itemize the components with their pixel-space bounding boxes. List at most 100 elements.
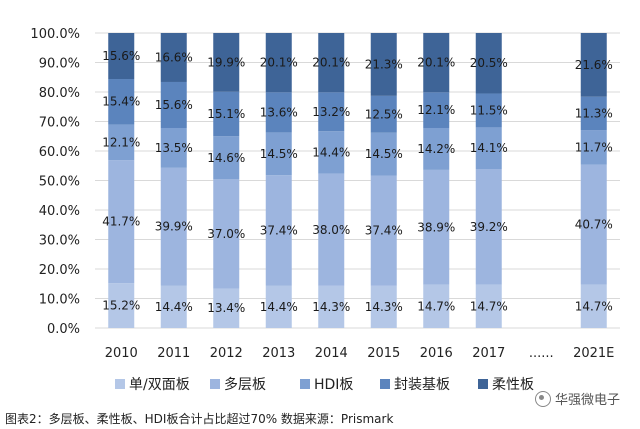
data-label: 40.7% [575,218,613,232]
data-label: 15.6% [155,98,193,112]
data-label: 15.1% [207,107,245,121]
data-label: 13.4% [207,301,245,315]
bar-segment [108,160,135,284]
data-label: 37.4% [365,224,403,238]
bar-segment [318,285,345,328]
data-label: 13.5% [155,141,193,155]
bar-segment [423,92,450,128]
data-label: 14.7% [470,299,508,313]
x-tick-label: 2012 [210,346,243,361]
data-label: 14.3% [365,300,403,314]
bar-segment [318,173,345,286]
data-label: 14.7% [417,299,455,313]
wechat-icon [534,390,551,407]
figure-caption: 图表2：多层板、柔性板、HDI板合计占比超过70% 数据来源：Prismark [5,412,394,426]
bar-segment [475,127,502,169]
data-label: 39.2% [470,220,508,234]
y-tick-label: 0.0% [47,322,80,337]
bar-segment [580,130,607,165]
bar-segment [213,288,240,328]
legend-label: 柔性板 [492,377,534,393]
bar-segment [108,33,135,80]
bar-segment [370,285,397,328]
data-label: 11.3% [575,106,613,120]
x-tick-label: 2013 [262,346,295,361]
data-label: 19.9% [207,55,245,69]
bar-segment [265,175,292,286]
legend-swatch [380,379,390,389]
data-label: 12.5% [365,107,403,121]
bar-segment [160,81,187,128]
data-label: 16.6% [155,50,193,64]
data-label: 37.0% [207,227,245,241]
data-label: 15.4% [102,95,140,109]
x-tick-label: 2017 [472,346,505,361]
data-label: 21.6% [575,58,613,72]
bar-segment [370,175,397,286]
bar-segment [160,167,187,286]
bar-segment [213,136,240,180]
data-label: 11.5% [470,103,508,117]
y-tick-label: 80.0% [39,86,80,101]
bar-segment [370,132,397,176]
data-label: 14.7% [575,299,613,313]
bar-segment [423,284,450,328]
data-label: 14.4% [155,300,193,314]
y-tick-label: 50.0% [39,175,80,190]
data-label: 20.5% [470,56,508,70]
bar-segment [580,164,607,285]
watermark-text: 华强微电子 [554,393,620,408]
x-tick-label: 2010 [105,346,138,361]
bar-segment [580,96,607,131]
data-label: 20.1% [312,56,350,70]
data-label: 14.4% [312,145,350,159]
legend-label: 单/双面板 [129,377,190,393]
data-label: 14.6% [207,151,245,165]
data-label: 13.6% [260,105,298,119]
x-tick-label: 2015 [367,346,400,361]
bar-segment [318,92,345,132]
bar-segment [423,169,450,285]
bar-segment [265,92,292,133]
bar-segment [580,33,607,97]
x-tick-label: 2021E [573,346,614,361]
watermark: 华强微电子 [534,389,620,408]
data-label: 37.4% [260,223,298,237]
bar-segment [423,33,450,93]
bar-segment [318,131,345,174]
legend-swatch [115,379,125,389]
data-label: 13.2% [312,105,350,119]
bar-segment [318,33,345,93]
x-tick-label: 2014 [315,346,348,361]
y-tick-label: 100.0% [30,27,80,42]
bar-segment [580,284,607,328]
bar-segment [160,127,187,168]
bar-segment [160,285,187,328]
legend-swatch [210,379,220,389]
data-label: 14.5% [365,147,403,161]
legend-label: 多层板 [224,376,266,393]
legend-swatch [478,379,488,389]
data-label: 14.3% [312,300,350,314]
data-label: 38.9% [417,220,455,234]
y-tick-label: 60.0% [39,145,80,160]
data-label: 39.9% [155,220,193,234]
data-label: 11.7% [575,140,613,154]
bar-segment [370,95,397,133]
bar-segment [213,91,240,137]
y-tick-label: 90.0% [39,57,80,72]
y-tick-label: 20.0% [39,263,80,278]
bar-segment [475,33,502,94]
data-label: 20.1% [260,56,298,70]
bar-segment [108,124,135,161]
legend-label: 封装基板 [394,376,450,393]
data-label: 21.3% [365,57,403,71]
data-label: 12.1% [417,103,455,117]
bar-segment [475,284,502,328]
data-label: 41.7% [102,215,140,229]
bar-segment [108,79,135,125]
bar-segment [475,93,502,128]
legend-swatch [300,379,310,389]
bar-segment [423,127,450,170]
